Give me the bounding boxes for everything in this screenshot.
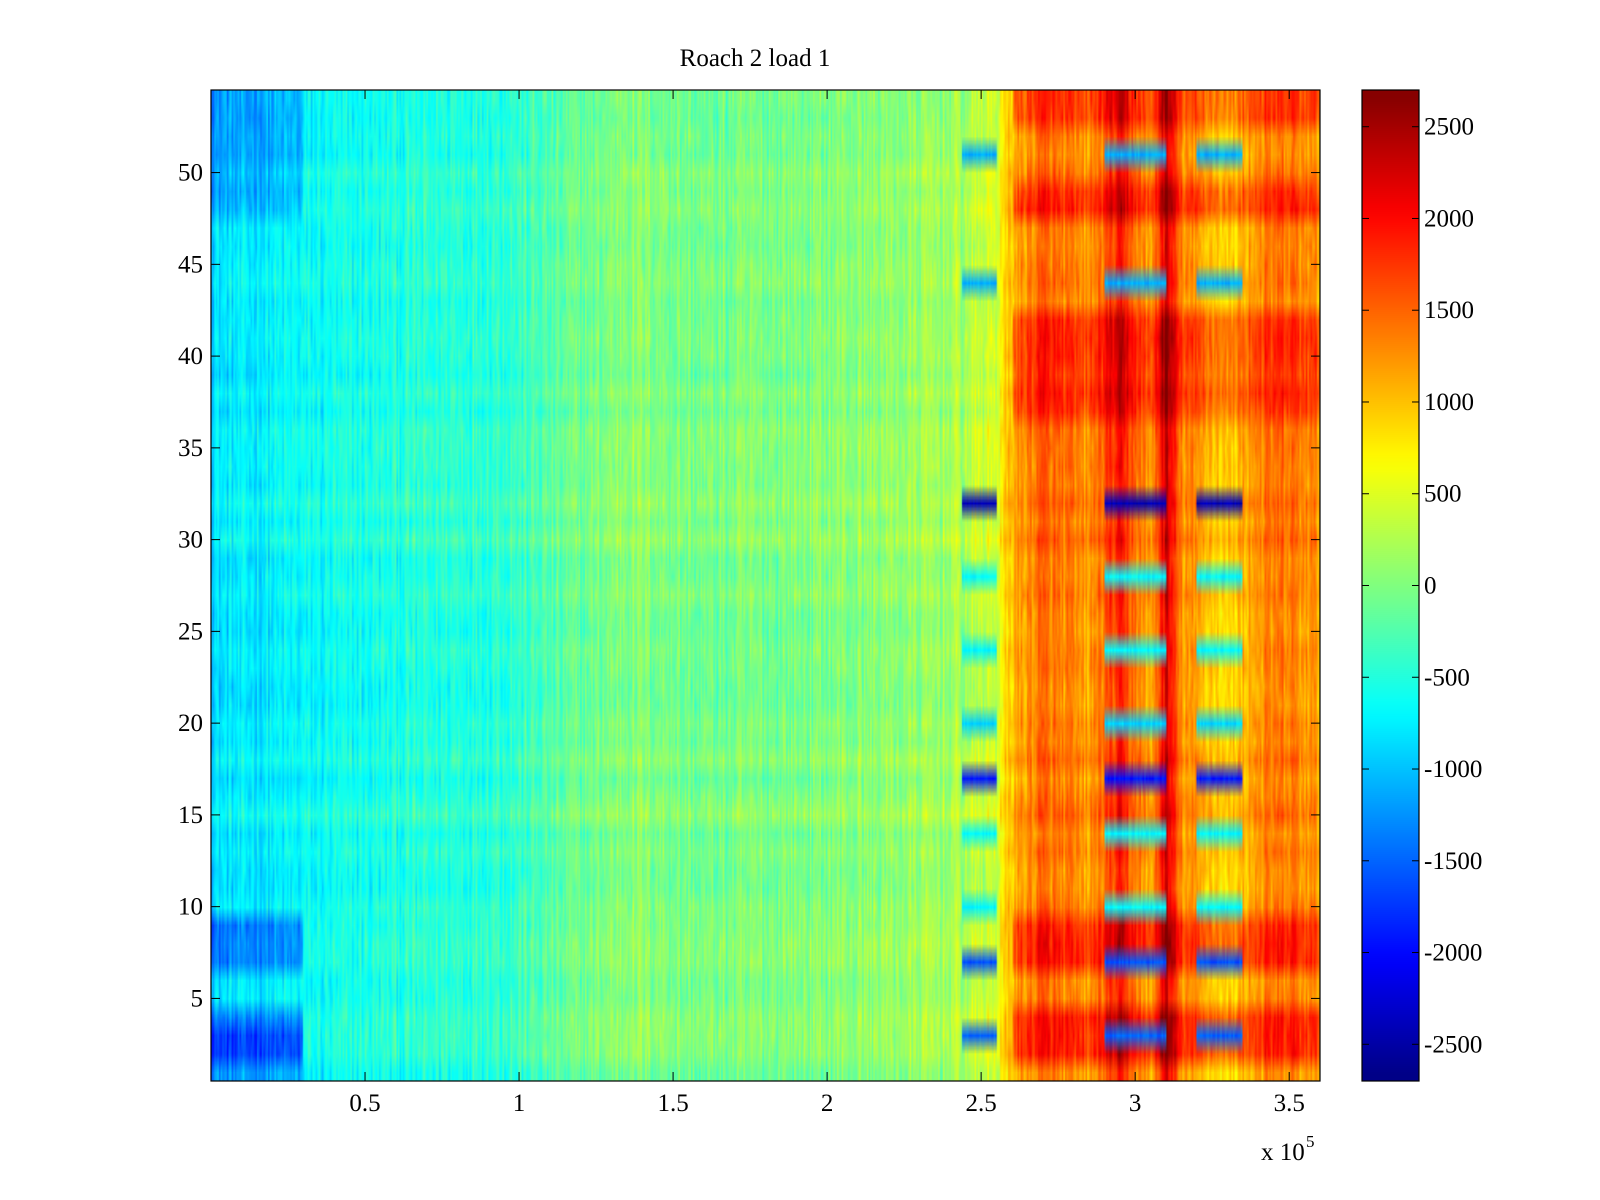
colorbar-image [1362,90,1419,1081]
x-axis-exponent-base: x 10 [1261,1139,1305,1166]
y-axis: 5 10 15 20 25 30 35 40 45 50 [178,160,1320,1012]
y-tick-label: 10 [178,894,203,921]
x-tick-label: 0.5 [349,1090,380,1117]
colorbar-tick-label: 2500 [1424,114,1474,141]
colorbar-axis: -2500 -2000 -1500 -1000 -500 0 500 1000 1500 2000… [1362,114,1482,1058]
x-tick-label: 3 [1129,1090,1142,1117]
x-tick-label: 1 [513,1090,526,1117]
x-tick-label: 3.5 [1274,1090,1305,1117]
colorbar-tick-label: 1500 [1424,297,1474,324]
x-tick-label: 1.5 [657,1090,688,1117]
x-tick-label: 2.5 [966,1090,997,1117]
y-tick-label: 45 [178,251,203,278]
y-tick-label: 35 [178,435,203,462]
colorbar-tick-label: 500 [1424,481,1462,508]
colorbar-tick-label: -500 [1424,664,1470,691]
colorbar-tick-label: -1500 [1424,848,1482,875]
colorbar-tick-label: -2000 [1424,940,1482,967]
y-tick-label: 30 [178,527,203,554]
y-tick-label: 25 [178,618,203,645]
plot-area-frame [210,89,1321,1082]
y-tick-label: 5 [191,985,204,1012]
chart-title: Roach 2 load 1 [680,45,831,72]
colorbar-tick-label: 0 [1424,573,1437,600]
colorbar-tick-label: -1000 [1424,756,1482,783]
x-axis: 0.5 1 1.5 2 2.5 3 3.5 [349,90,1305,1117]
y-tick-label: 15 [178,802,203,829]
y-tick-label: 40 [178,343,203,370]
colorbar-tick-label: 1000 [1424,389,1474,416]
colorbar-tick-label: 2000 [1424,205,1474,232]
y-tick-label: 20 [178,710,203,737]
x-axis-exponent-power: 5 [1306,1132,1315,1151]
y-tick-label: 50 [178,160,203,187]
x-tick-label: 2 [821,1090,834,1117]
heatmap-image [211,90,1320,1081]
colorbar-tick-label: -2500 [1424,1031,1482,1058]
